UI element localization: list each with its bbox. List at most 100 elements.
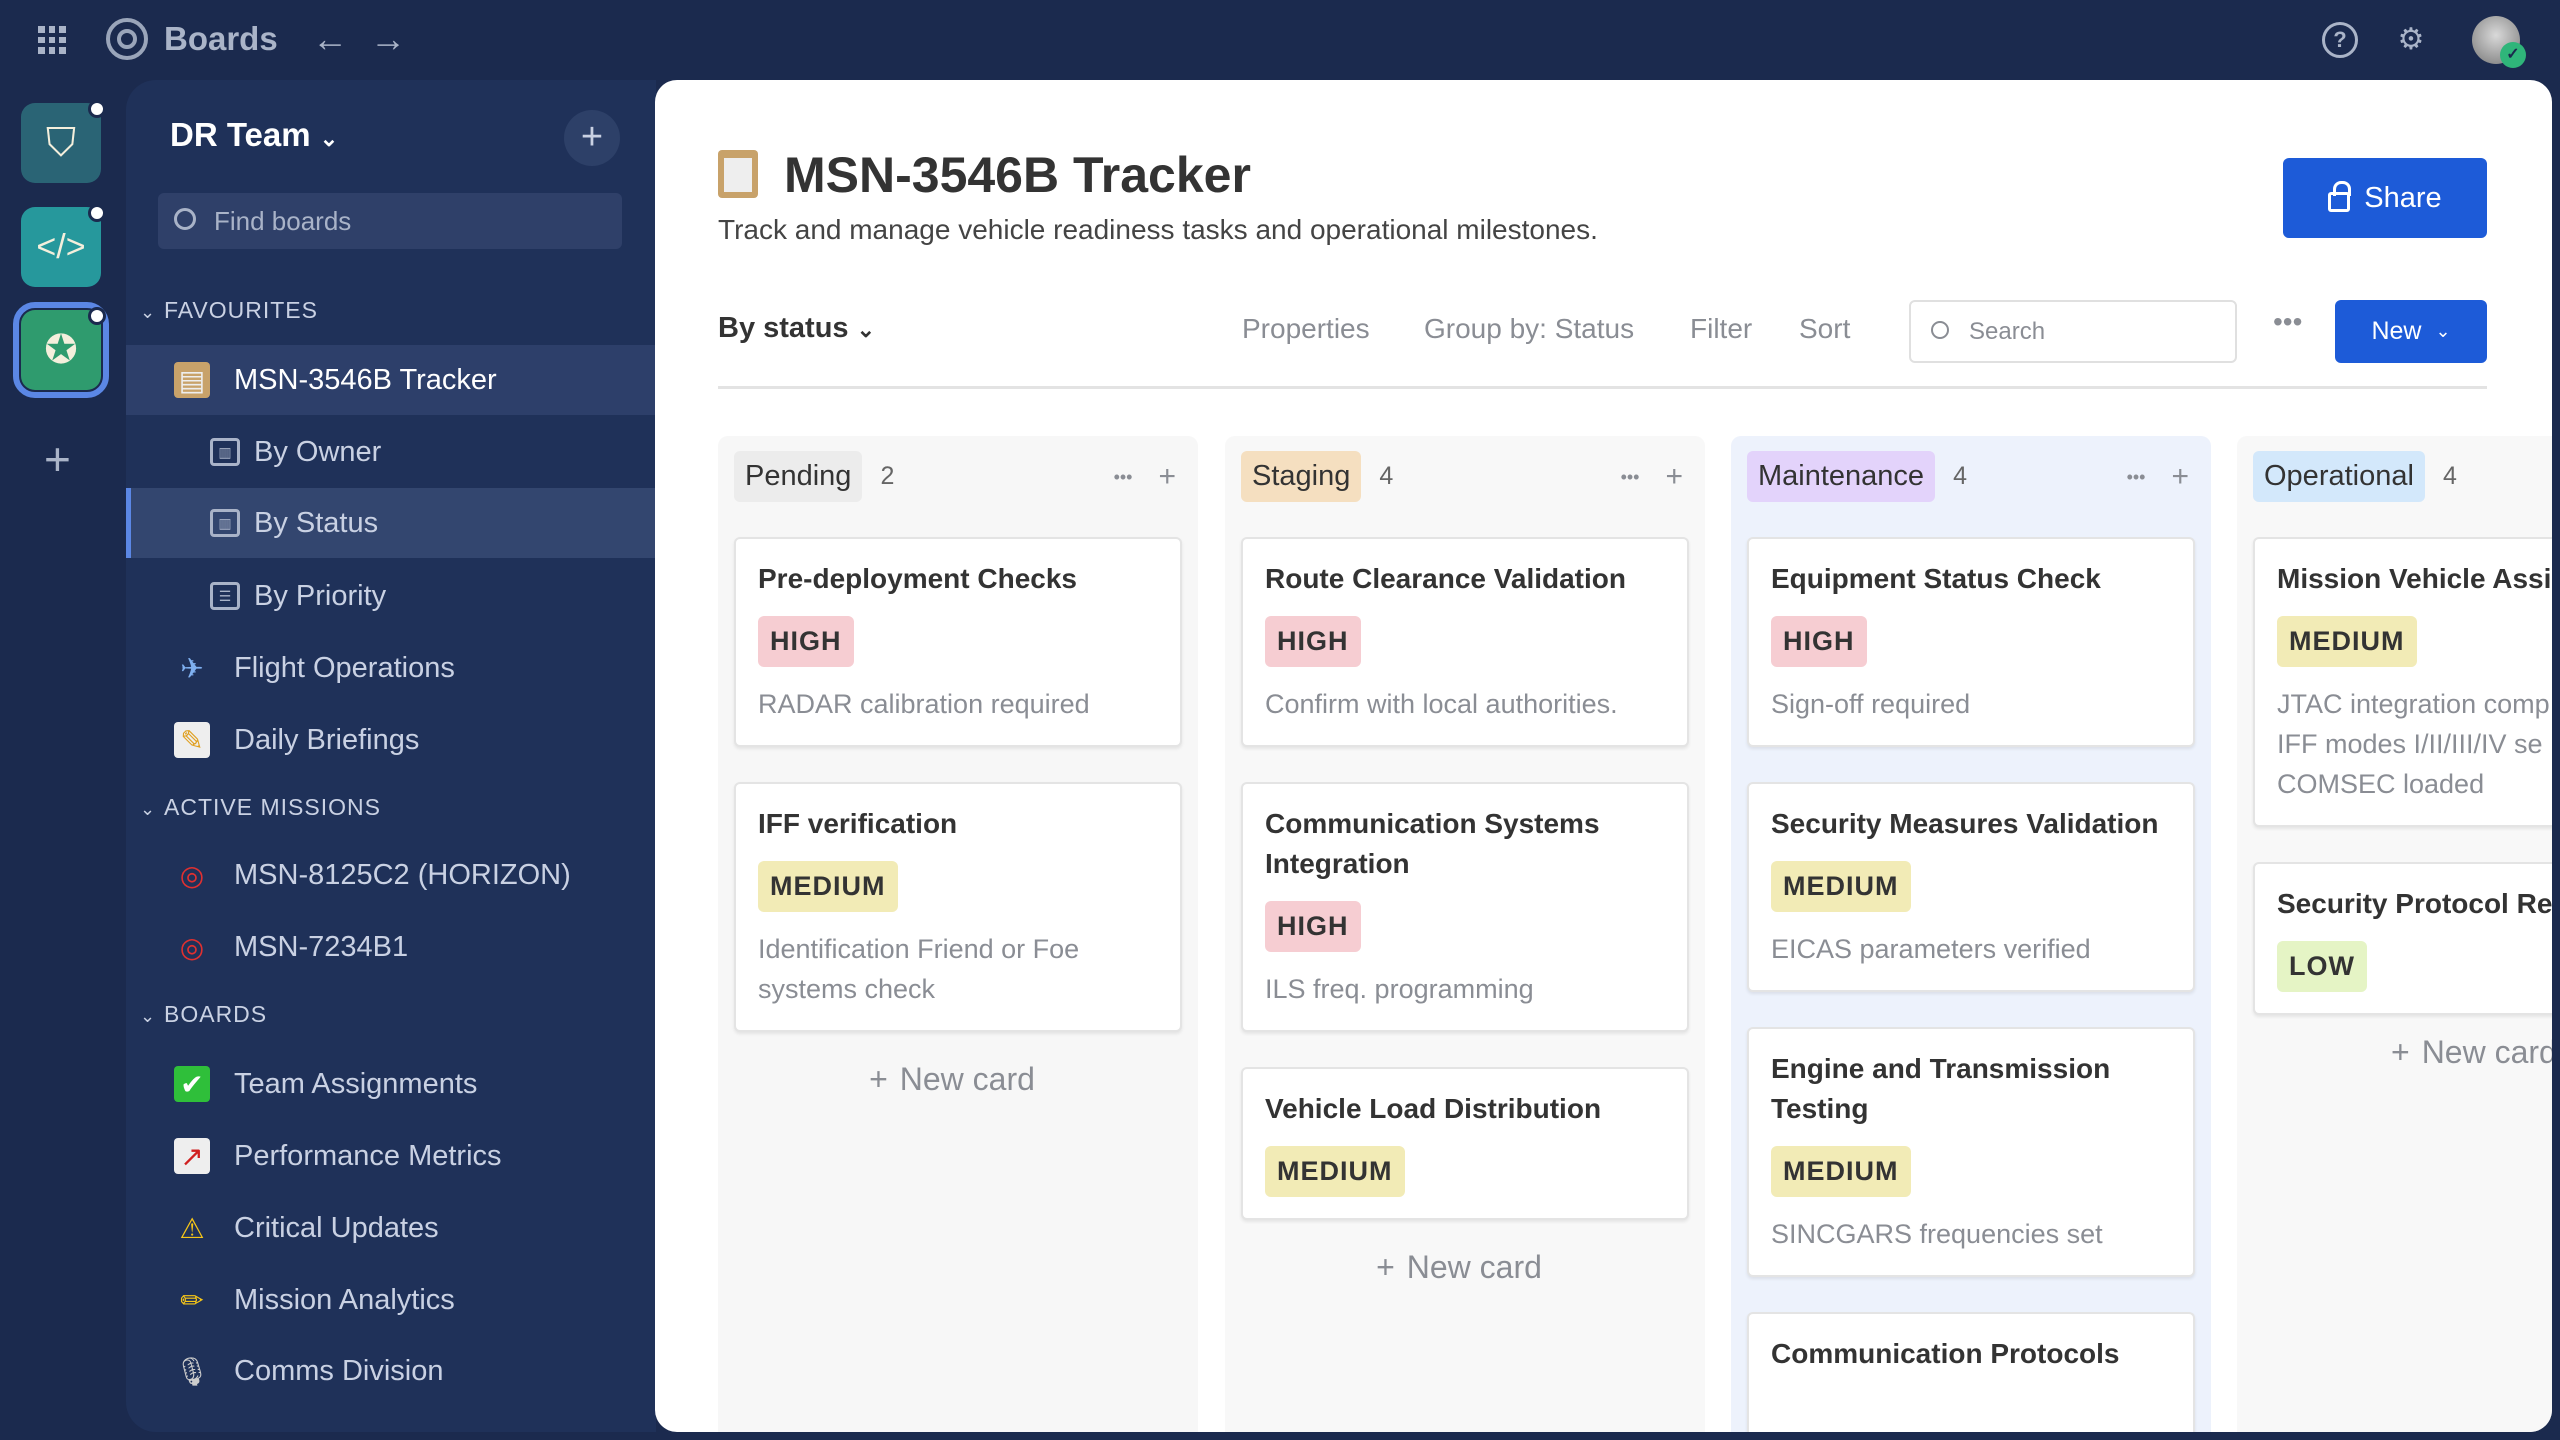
card-title: Security Protocol Rev [2277, 888, 2552, 919]
plus-icon: + [2391, 1034, 2410, 1070]
shield-check-icon[interactable]: ⛉ [21, 103, 101, 183]
card-title: Communication Systems Integration [1265, 808, 1600, 879]
gear-icon[interactable]: ⚙ [2397, 23, 2425, 56]
task-card[interactable]: Pre-deployment Checks HIGH RADAR calibrati… [734, 537, 1182, 747]
task-card[interactable]: Communication Systems Integration HIGH ILS… [1241, 782, 1689, 1032]
description-line: systems check [758, 974, 936, 1004]
sidebar-item-by-priority[interactable]: ☰ By Priority [126, 561, 656, 631]
section-favourites[interactable]: ⌄ FAVOURITES [140, 295, 318, 325]
card-description: JTAC integration comp IFF modes I/II/III/… [2277, 684, 2552, 804]
sidebar-item-label: Mission Analytics [234, 1283, 455, 1316]
card-title: Mission Vehicle Assig [2277, 563, 2552, 594]
priority-badge: MEDIUM [1771, 861, 1911, 912]
forward-arrow-icon[interactable]: → [370, 18, 406, 59]
column-count: 2 [880, 462, 895, 490]
new-card-button[interactable]: + New card [734, 1054, 1182, 1104]
share-button[interactable]: Share [2283, 158, 2487, 238]
sidebar-item-label: MSN-7234B1 [234, 930, 409, 963]
section-label: ACTIVE MISSIONS [164, 794, 381, 820]
new-card-button[interactable]: + New card [1241, 1242, 1689, 1292]
sidebar-item-by-owner[interactable]: ▥ By Owner [126, 417, 656, 487]
column-actions: ••• + [1621, 460, 1689, 494]
task-card[interactable]: Equipment Status Check HIGH Sign-off requi… [1747, 537, 2195, 747]
board-column: Staging 4 ••• + Route Clearance Validation HI… [1225, 436, 1705, 1432]
add-card-icon[interactable]: + [1665, 459, 1683, 493]
priority-badge: HIGH [1265, 616, 1361, 667]
board-column: Operational 4 Mission Vehicle Assig MEDIUM J… [2237, 436, 2552, 1432]
column-status-pill: Pending [734, 451, 863, 502]
sidebar-item-by-status[interactable]: ▥ By Status [126, 488, 656, 558]
section-active-missions[interactable]: ⌄ ACTIVE MISSIONS [140, 792, 381, 822]
back-arrow-icon[interactable]: ← [312, 18, 348, 59]
app-grid-icon[interactable] [38, 26, 66, 54]
task-card[interactable]: Route Clearance Validation HIGH Confirm wi… [1241, 537, 1689, 747]
description-line: EICAS parameters verified [1771, 934, 2091, 964]
column-actions: ••• + [1114, 460, 1182, 494]
task-card[interactable]: Security Protocol Rev LOW [2253, 862, 2552, 1015]
group-by-button[interactable]: Group by: Status [1424, 313, 1635, 344]
sidebar-item-comms-division[interactable]: 🎙 Comms Division [126, 1336, 656, 1406]
priority-badge: MEDIUM [1771, 1146, 1911, 1197]
task-card[interactable]: Security Measures Validation MEDIUM EICAS … [1747, 782, 2195, 992]
section-boards[interactable]: ⌄ BOARDS [140, 999, 267, 1029]
sidebar-item-daily-briefings[interactable]: ✎ Daily Briefings [126, 705, 656, 775]
top-bar: Boards ← → ? ⚙ ✓ [0, 0, 2560, 80]
board-search-input[interactable]: Search [1909, 300, 2237, 363]
new-button[interactable]: New ⌄ [2335, 300, 2487, 363]
card-title: Pre-deployment Checks [758, 563, 1077, 594]
task-card[interactable]: Vehicle Load Distribution MEDIUM [1241, 1067, 1689, 1220]
add-card-icon[interactable]: + [1158, 459, 1176, 493]
chevron-down-icon: ⌄ [319, 126, 339, 151]
task-card[interactable]: IFF verification MEDIUM Identification Fri… [734, 782, 1182, 1032]
help-icon[interactable]: ? [2322, 22, 2358, 58]
sidebar-item-msn-7234b1[interactable]: ◎ MSN-7234B1 [126, 912, 656, 982]
sidebar-item-flight-operations[interactable]: ✈ Flight Operations [126, 633, 656, 703]
card-description: Sign-off required [1771, 684, 2171, 724]
team-switcher[interactable]: DR Team ⌄ [170, 116, 338, 154]
view-selector[interactable]: By status ⌄ [718, 312, 875, 345]
target-dart-icon: ◎ [179, 859, 205, 891]
task-card[interactable]: Engine and Transmission Testing MEDIUM SIN… [1747, 1027, 2195, 1277]
notification-dot [88, 204, 106, 222]
chevron-down-icon: ⌄ [2435, 321, 2451, 341]
board-view-icon: ▥ [210, 438, 240, 466]
new-card-button[interactable]: + New card [2253, 1027, 2552, 1077]
filter-button[interactable]: Filter [1690, 313, 1753, 344]
sidebar-item-team-assignments[interactable]: ✔ Team Assignments [126, 1049, 656, 1119]
sidebar-item-tracker[interactable]: ▤ MSN-3546B Tracker [126, 345, 656, 415]
card-title: Vehicle Load Distribution [1265, 1093, 1602, 1124]
find-boards-input[interactable]: Find boards [158, 193, 622, 249]
card-list: Equipment Status Check HIGH Sign-off requi… [1747, 537, 2195, 1432]
more-options-icon[interactable]: ••• [1620, 466, 1640, 487]
add-card-icon[interactable]: + [2171, 459, 2189, 493]
search-placeholder: Find boards [214, 206, 352, 236]
code-hexagon-icon[interactable]: </> [21, 207, 101, 287]
description-line: SINCGARS frequencies set [1771, 1219, 2103, 1249]
sidebar-item-performance-metrics[interactable]: ↗ Performance Metrics [126, 1121, 656, 1191]
task-card[interactable]: Mission Vehicle Assig MEDIUM JTAC integrat… [2253, 537, 2552, 827]
add-board-button[interactable]: + [564, 110, 620, 166]
new-card-label: New card [2421, 1034, 2552, 1070]
chevron-down-icon: ⌄ [856, 317, 876, 342]
description-line: Sign-off required [1771, 689, 1971, 719]
plus-icon: + [1376, 1249, 1395, 1285]
sidebar-item-critical-updates[interactable]: ⚠ Critical Updates [126, 1193, 656, 1263]
priority-badge: HIGH [758, 616, 854, 667]
warning-icon: ⚠ [179, 1212, 205, 1244]
add-app-button[interactable]: + [44, 433, 71, 485]
more-options-icon[interactable]: ••• [1113, 466, 1133, 487]
card-description: ILS freq. programming [1265, 969, 1665, 1009]
sidebar-item-label: By Status [254, 506, 379, 539]
sort-button[interactable]: Sort [1799, 313, 1851, 344]
board-view-icon: ▥ [210, 509, 240, 537]
more-options-button[interactable]: ••• [2273, 306, 2303, 337]
properties-button[interactable]: Properties [1242, 313, 1370, 344]
sidebar-item-label: Critical Updates [234, 1211, 439, 1244]
star-circle-icon[interactable]: ✪ [13, 302, 109, 398]
task-card[interactable]: Communication Protocols [1747, 1312, 2195, 1432]
sidebar-item-mission-analytics[interactable]: ✏ Mission Analytics [126, 1265, 656, 1335]
more-options-icon[interactable]: ••• [2126, 466, 2146, 487]
priority-badge: HIGH [1265, 901, 1361, 952]
sidebar-item-msn-8125c2[interactable]: ◎ MSN-8125C2 (HORIZON) [126, 840, 656, 910]
notification-dot [88, 100, 106, 118]
